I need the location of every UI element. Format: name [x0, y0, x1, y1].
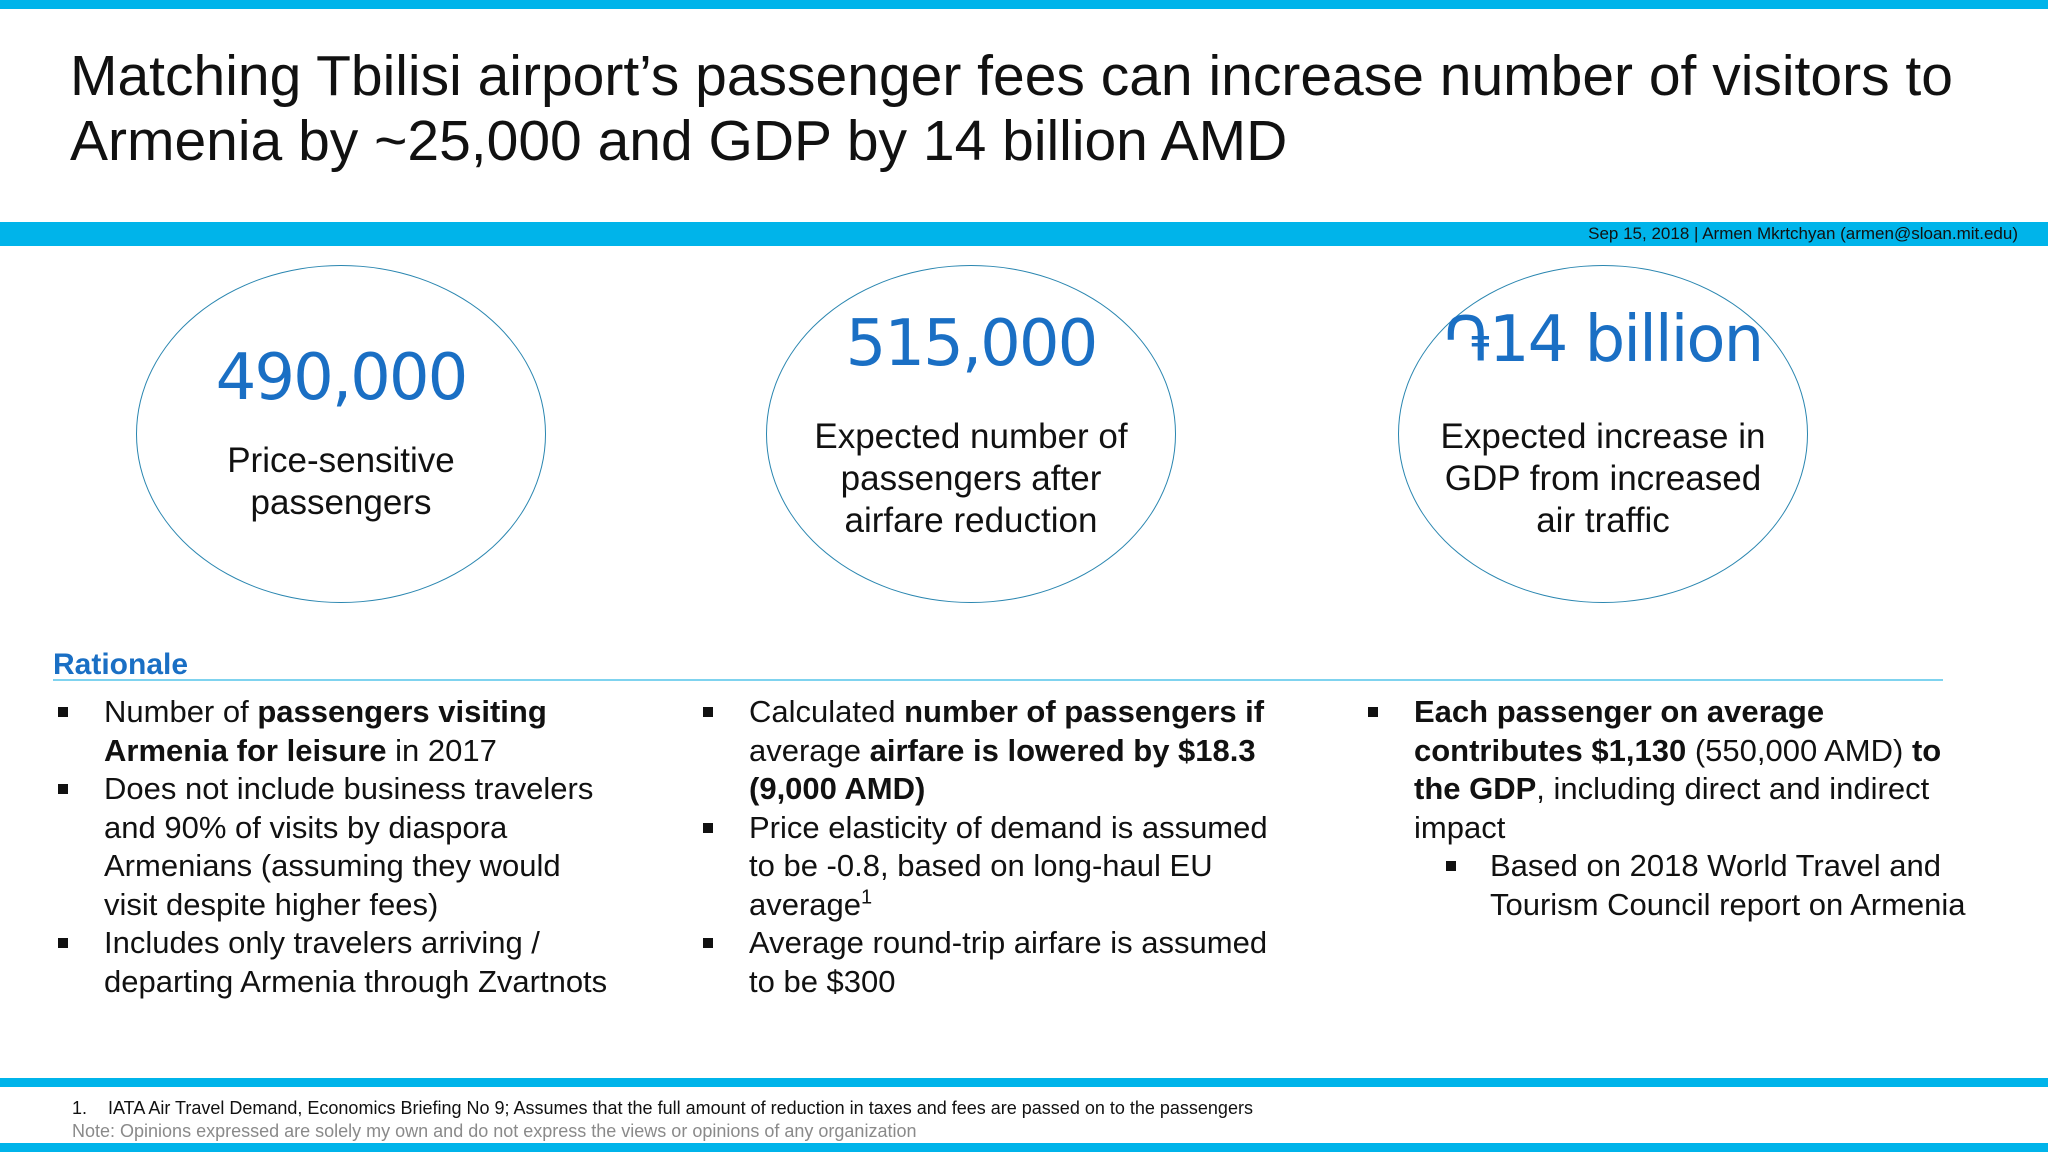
- bullet-text: in 2017: [386, 732, 497, 768]
- bottom-accent-bar: [0, 1143, 2048, 1152]
- square-bullet-icon: [1446, 861, 1456, 871]
- rationale-heading: Rationale: [53, 648, 189, 681]
- square-bullet-icon: [1368, 707, 1378, 717]
- metric-bubble-expected-passengers: 515,000 Expected number of passengers af…: [766, 265, 1176, 603]
- bullet-text: Price elasticity of demand is assumed to…: [749, 809, 1268, 922]
- square-bullet-icon: [58, 938, 68, 948]
- bullet-item: Number of passengers visiting Armenia fo…: [52, 693, 612, 770]
- disclaimer-note: Note: Opinions expressed are solely my o…: [72, 1121, 917, 1141]
- bullet-text: Calculated: [749, 694, 905, 729]
- bullet-text: Based on 2018 World Travel and Tourism C…: [1490, 848, 1966, 922]
- bullet-item: Includes only travelers arriving / depar…: [52, 924, 612, 1001]
- bullet-bold-text: airfare is lowered by $18.3 (9,000 AMD): [749, 732, 1256, 807]
- byline: Sep 15, 2018 | Armen Mkrtchyan (armen@sl…: [1588, 224, 2018, 243]
- square-bullet-icon: [58, 784, 68, 794]
- bullet-bold-text: number of passengers if: [904, 694, 1265, 729]
- bullet-bold-text: Each passenger on average contributes $1…: [1414, 694, 1825, 768]
- rationale-column-3: Each passenger on average contributes $1…: [1362, 693, 1972, 924]
- bullet-text: , including direct and indirect impact: [1414, 771, 1930, 845]
- square-bullet-icon: [58, 707, 68, 717]
- metric-bubble-gdp-increase: ֏14 billion Expected increase in GDP fro…: [1398, 265, 1808, 603]
- footer-accent-bar: [0, 1078, 2048, 1087]
- bullet-text: average: [749, 732, 870, 768]
- rationale-column-1: Number of passengers visiting Armenia fo…: [52, 693, 612, 1001]
- bullet-text: Number of: [104, 694, 258, 729]
- bullet-item: Average round-trip airfare is assumed to…: [697, 924, 1297, 1001]
- footnote-text: IATA Air Travel Demand, Economics Briefi…: [108, 1098, 1253, 1118]
- footnote-marker: 1: [861, 886, 873, 909]
- square-bullet-icon: [703, 707, 713, 717]
- metric-bubble-price-sensitive: 490,000 Price-sensitive passengers: [136, 265, 546, 603]
- bullet-bold-text: passengers visiting Armenia for leisure: [104, 694, 547, 768]
- sub-bullet-item: Based on 2018 World Travel and Tourism C…: [1362, 847, 1972, 924]
- rationale-divider: [53, 679, 1943, 681]
- bullet-text: Average round-trip airfare is assumed to…: [749, 925, 1268, 999]
- metric-figure: 490,000: [215, 341, 469, 415]
- square-bullet-icon: [703, 822, 713, 833]
- bullet-text: (550,000 AMD): [1686, 732, 1912, 768]
- metric-label: Expected number of passengers after airf…: [814, 417, 1128, 540]
- footnote: 1. IATA Air Travel Demand, Economics Brie…: [72, 1097, 1253, 1119]
- bullet-text: Does not include business travelers and …: [104, 771, 594, 922]
- metric-figure: ֏14 billion: [1443, 303, 1764, 377]
- bullet-item: Price elasticity of demand is assumed to…: [697, 809, 1297, 925]
- metric-label: Expected increase in GDP from increased …: [1440, 417, 1766, 540]
- bullet-bold-text: to the GDP: [1414, 732, 1942, 807]
- header-accent-bar: [0, 222, 2048, 246]
- slide-title: Matching Tbilisi airport’s passenger fee…: [70, 44, 1953, 173]
- bullet-item: Calculated number of passengers if avera…: [697, 693, 1297, 809]
- bullet-item: Each passenger on average contributes $1…: [1362, 693, 1972, 847]
- footnote-number: 1.: [72, 1098, 88, 1118]
- bullet-item: Does not include business travelers and …: [52, 770, 612, 924]
- square-bullet-icon: [703, 938, 713, 948]
- bullet-text: Includes only travelers arriving / depar…: [104, 925, 608, 999]
- top-accent-bar: [0, 0, 2048, 9]
- rationale-column-2: Calculated number of passengers if avera…: [697, 693, 1297, 1001]
- metric-label: Price-sensitive passengers: [227, 441, 455, 522]
- metric-figure: 515,000: [845, 307, 1099, 381]
